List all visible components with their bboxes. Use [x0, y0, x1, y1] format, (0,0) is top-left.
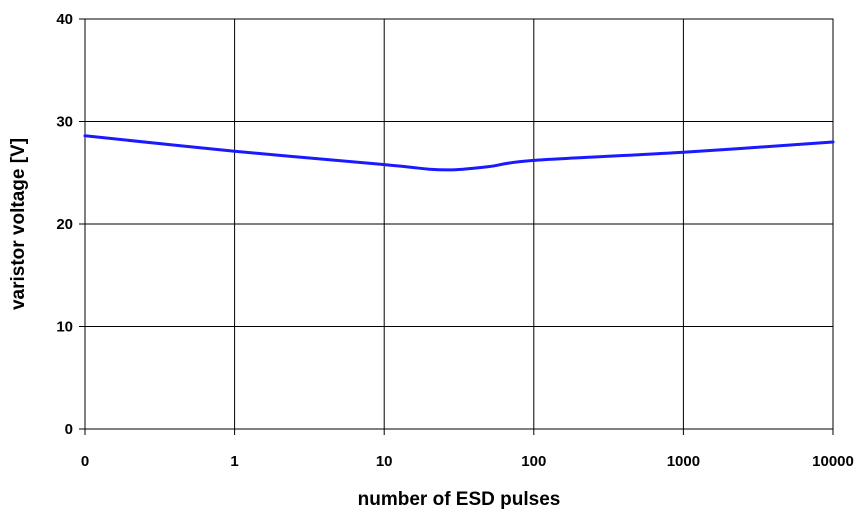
plot-area-frame — [84, 18, 834, 430]
y-tick-label: 20 — [56, 216, 73, 233]
y-axis-title: varistor voltage [V] — [8, 138, 29, 310]
x-tick-label: 10 — [376, 453, 393, 470]
x-axis-title: number of ESD pulses — [358, 489, 561, 510]
x-tick-label: 100 — [521, 453, 546, 470]
x-tick-label: 10000 — [812, 453, 854, 470]
y-tick-label: 10 — [56, 319, 73, 336]
y-tick-label: 30 — [56, 114, 73, 131]
grid-lines — [79, 18, 834, 435]
x-tick-label: 1 — [230, 453, 238, 470]
y-tick-label: 0 — [65, 421, 73, 438]
y-axis-tick-labels: 0 10 20 30 40 — [56, 11, 73, 438]
x-axis-tick-labels: 0 1 10 100 1000 10000 — [81, 453, 854, 470]
series-line — [83, 134, 835, 172]
series-layer — [83, 134, 835, 172]
y-tick-label: 40 — [56, 11, 73, 28]
x-tick-label: 1000 — [667, 453, 700, 470]
x-tick-label: 0 — [81, 453, 89, 470]
